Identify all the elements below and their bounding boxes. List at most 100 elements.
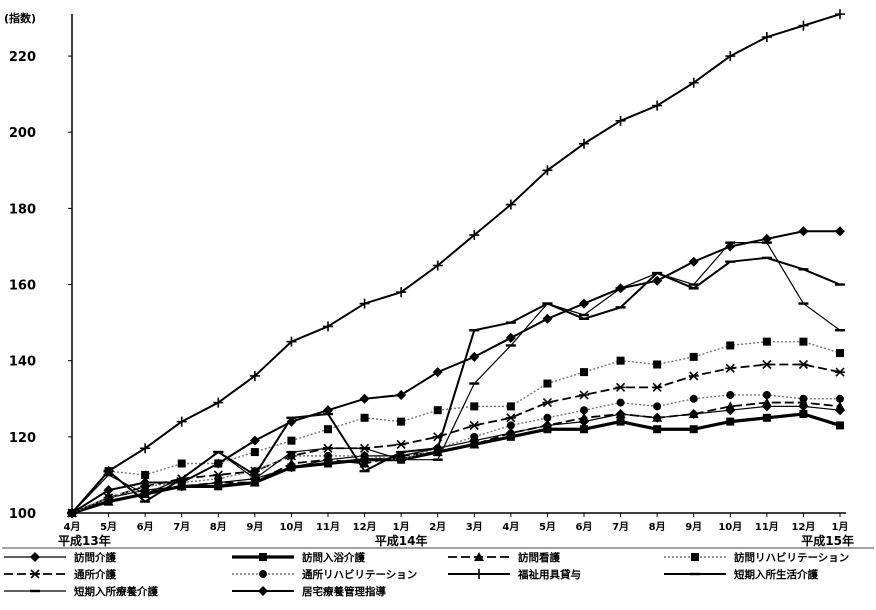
series-line [71, 394, 840, 514]
data-point-marker [505, 199, 516, 210]
x-tick-label: 8月 [210, 521, 227, 533]
y-axis-label: (指数) [4, 11, 36, 25]
x-tick-label: 9月 [685, 521, 702, 533]
data-point-marker [762, 390, 771, 399]
series-4 [68, 337, 844, 517]
series-7 [67, 9, 845, 518]
marker-stroke [579, 390, 589, 400]
data-point-marker [653, 360, 662, 369]
data-point-marker [761, 359, 772, 370]
legend-label: 短期入所生活介護 [734, 568, 818, 581]
data-point-marker [799, 394, 808, 403]
legend-label: 訪問リハビリテーション [734, 551, 849, 564]
data-point-marker [433, 406, 442, 415]
data-point-marker [249, 477, 260, 487]
x-year-label: 平成15年 [801, 533, 854, 548]
series-line [71, 230, 840, 514]
data-point-marker [542, 420, 553, 430]
data-point-marker [835, 401, 845, 411]
data-point-marker [580, 368, 588, 377]
marker-stroke [616, 382, 626, 392]
data-point-marker [836, 421, 844, 430]
x-year-label: 平成13年 [58, 533, 111, 548]
data-point-marker [176, 477, 187, 488]
data-point-marker [177, 459, 186, 468]
x-tick-label: 2月 [429, 521, 446, 533]
data-point-marker [286, 458, 297, 468]
data-point-marker [359, 393, 370, 404]
data-point-marker [542, 165, 553, 176]
data-point-marker [799, 337, 808, 346]
data-point-marker [259, 570, 267, 578]
marker-stroke [30, 569, 40, 579]
x-tick-label: 7月 [173, 521, 190, 533]
series-layer [67, 9, 845, 518]
data-point-marker [30, 569, 40, 579]
data-point-marker [652, 100, 663, 111]
data-point-marker [323, 405, 333, 416]
marker-stroke [725, 363, 735, 373]
data-point-marker [653, 425, 662, 434]
legend-item: 訪問リハビリテーション [664, 551, 849, 564]
x-tick-label: 4月 [502, 521, 519, 533]
x-tick-label: 11月 [755, 521, 779, 533]
marker-stroke [396, 439, 406, 450]
legend-label: 訪問介護 [74, 551, 116, 564]
data-point-marker [324, 425, 332, 434]
data-point-marker [688, 256, 699, 267]
data-point-marker [432, 260, 443, 271]
legend-label: 通所介護 [74, 568, 116, 581]
data-point-marker [543, 379, 552, 388]
data-point-marker [67, 508, 77, 518]
marker-stroke [469, 420, 479, 430]
data-point-marker [725, 363, 736, 373]
legend-item: 居宅療養管理指導 [232, 585, 386, 598]
data-point-marker [798, 359, 809, 370]
series-10 [67, 226, 845, 518]
data-point-marker [688, 371, 699, 381]
x-tick-label: 10月 [279, 521, 303, 533]
data-point-marker [360, 413, 369, 422]
data-point-marker [324, 451, 332, 460]
data-point-marker [689, 425, 698, 434]
series-3 [67, 397, 845, 517]
x-tick-label: 1月 [393, 521, 410, 533]
x-tick-label: 11月 [316, 521, 340, 533]
legend-label: 訪問看護 [518, 551, 560, 564]
x-tick-label: 5月 [539, 521, 556, 533]
data-point-marker [836, 394, 844, 403]
data-point-marker [652, 275, 663, 286]
data-point-marker [249, 435, 260, 446]
marker-stroke [689, 371, 699, 381]
legend-item: 福祉用具貸与 [448, 568, 581, 581]
legend-label: 福祉用具貸与 [517, 568, 581, 581]
data-point-marker [469, 420, 480, 430]
data-point-marker [580, 406, 588, 415]
data-point-marker [835, 367, 845, 377]
data-point-marker [616, 398, 625, 407]
data-point-marker [761, 397, 772, 407]
data-point-marker [258, 586, 268, 596]
data-point-marker [506, 421, 515, 430]
data-point-marker [798, 20, 809, 31]
data-point-marker [249, 370, 260, 381]
data-point-marker [213, 397, 224, 408]
data-point-marker [725, 241, 736, 252]
data-point-marker [505, 332, 516, 343]
data-point-marker [725, 401, 736, 411]
x-tick-label: 6月 [137, 521, 154, 533]
x-tick-label: 12月 [791, 521, 815, 533]
legend-item: 短期入所療養介護 [4, 585, 158, 598]
data-point-marker [726, 390, 735, 399]
data-point-marker [250, 448, 259, 457]
data-point-marker [579, 138, 589, 149]
y-tick-label: 220 [9, 50, 36, 65]
marker-stroke [506, 413, 516, 423]
data-point-marker [726, 341, 735, 350]
data-point-marker [470, 402, 479, 411]
data-point-marker [616, 356, 625, 365]
data-point-marker [689, 394, 698, 403]
data-point-marker [616, 417, 625, 426]
